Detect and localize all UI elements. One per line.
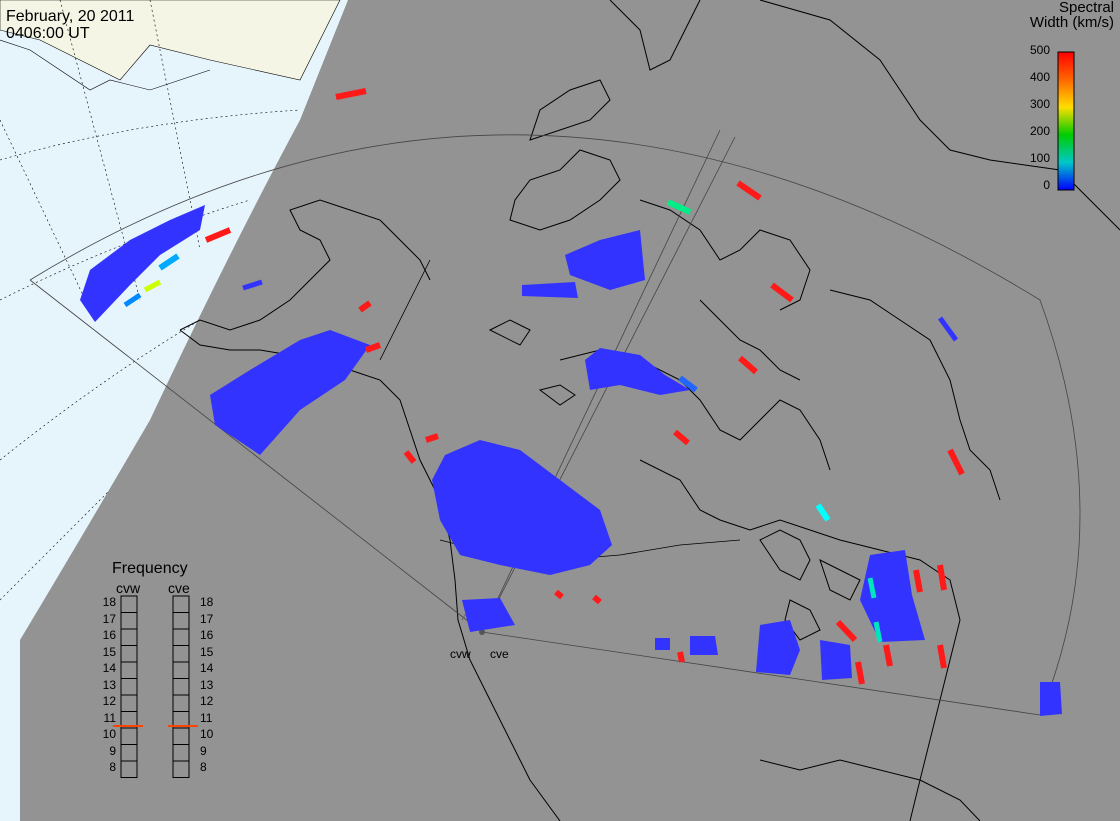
freq-num-right: 12 <box>200 694 214 708</box>
scatter-cell <box>738 355 758 375</box>
freq-num-left: 17 <box>102 611 116 626</box>
scatter-cell <box>736 180 762 201</box>
freq-num-right: 16 <box>200 628 214 642</box>
scatter-cell <box>554 589 564 600</box>
scatter-patch <box>80 205 205 322</box>
scatter-blue <box>80 205 1062 716</box>
scatter-cell <box>770 282 794 303</box>
freq-num-left: 8 <box>109 760 116 774</box>
freq-num-left: 15 <box>102 644 116 659</box>
freq-num-right: 9 <box>200 743 207 758</box>
coastlines <box>179 0 1120 821</box>
radar-label-cvw: cvw <box>450 647 471 661</box>
daylight-land <box>0 0 341 81</box>
freq-num-right: 18 <box>200 595 214 609</box>
scatter-cell <box>835 619 858 643</box>
scatter-cell <box>883 644 893 667</box>
legend-tick: 0 <box>1043 178 1050 192</box>
date-label: February, 20 2011 <box>6 8 135 25</box>
scatter-cell <box>855 661 865 685</box>
freq-radar-cve: cve <box>168 580 190 596</box>
scatter-patch <box>585 348 690 395</box>
freq-num-left: 9 <box>109 743 116 758</box>
freq-num-left: 18 <box>102 595 116 609</box>
night-region <box>20 0 1120 821</box>
legend-tick: 300 <box>1029 97 1050 111</box>
scatter-patch <box>756 620 800 675</box>
legend-tick: 100 <box>1029 151 1050 165</box>
freq-num-right: 8 <box>200 760 207 774</box>
scatter-patch <box>462 598 515 632</box>
scatter-cell <box>937 644 947 669</box>
scatter-patch <box>655 638 670 650</box>
scatter-cell <box>913 569 923 593</box>
freq-box <box>172 760 190 778</box>
scatter-cell <box>242 279 263 291</box>
scatter-cell <box>425 433 439 443</box>
scatter-cell <box>678 375 698 393</box>
scatter-cell <box>143 279 162 293</box>
scatter-cell <box>123 292 142 308</box>
freq-num-right: 15 <box>200 644 214 659</box>
scatter-patch <box>210 330 370 455</box>
scatter-cell <box>947 448 965 476</box>
scatter-cell <box>364 342 382 353</box>
time-label: 0406:00 UT <box>6 25 90 42</box>
freq-num-right: 14 <box>200 661 214 675</box>
scatter-red <box>204 88 965 685</box>
legend-title-line1: Spectral <box>1058 0 1114 16</box>
scatter-patch <box>1040 682 1062 716</box>
scatter-cell <box>867 577 877 599</box>
grid-lines <box>0 0 301 601</box>
scatter-cell <box>204 227 232 243</box>
scatter-patch <box>565 230 645 290</box>
scatter-patch <box>860 550 925 642</box>
scatter-patch <box>820 640 852 680</box>
scatter-cell <box>403 450 417 464</box>
frequency-title: Frequency <box>112 560 188 577</box>
freq-num-left: 11 <box>103 710 116 725</box>
legend-title: Spectral Width (km/s) <box>964 0 1114 30</box>
freq-radar-cvw: cvw <box>116 580 141 596</box>
scatter-patch <box>432 440 612 575</box>
scatter-cell <box>358 300 372 313</box>
scatter-patch <box>690 636 718 655</box>
scatter-cell <box>937 564 947 591</box>
freq-num-right: 17 <box>200 611 214 626</box>
legend-tick: 400 <box>1029 70 1050 84</box>
legend-tick: 200 <box>1029 124 1050 138</box>
scatter-cell <box>677 651 685 663</box>
color-bar <box>1057 51 1075 191</box>
scatter-cell <box>335 88 367 100</box>
scatter-cell <box>873 621 883 643</box>
radar-label-cve: cve <box>490 647 509 661</box>
scatter-patch <box>522 282 578 298</box>
radar-site <box>479 629 485 635</box>
scatter-other <box>123 199 959 643</box>
legend-title-line2: Width (km/s) <box>1029 14 1114 31</box>
scatter-cell <box>673 429 690 446</box>
scatter-cell <box>592 594 602 605</box>
freq-num-left: 16 <box>102 628 116 642</box>
freq-num-left: 14 <box>102 661 116 675</box>
scatter-cell <box>937 316 959 342</box>
freq-num-right: 10 <box>200 727 214 741</box>
scatter-cell <box>666 199 692 215</box>
freq-num-right: 11 <box>200 710 213 725</box>
freq-num-right: 13 <box>200 677 214 692</box>
freq-num-left: 12 <box>102 694 116 708</box>
frequency-scale <box>120 595 190 778</box>
freq-box <box>120 760 138 778</box>
scatter-cell <box>158 253 180 271</box>
scatter-cell <box>815 503 831 522</box>
freq-num-left: 10 <box>102 727 116 741</box>
asia-coast <box>0 39 211 91</box>
legend-tick: 500 <box>1029 43 1050 57</box>
freq-num-left: 13 <box>102 677 116 692</box>
